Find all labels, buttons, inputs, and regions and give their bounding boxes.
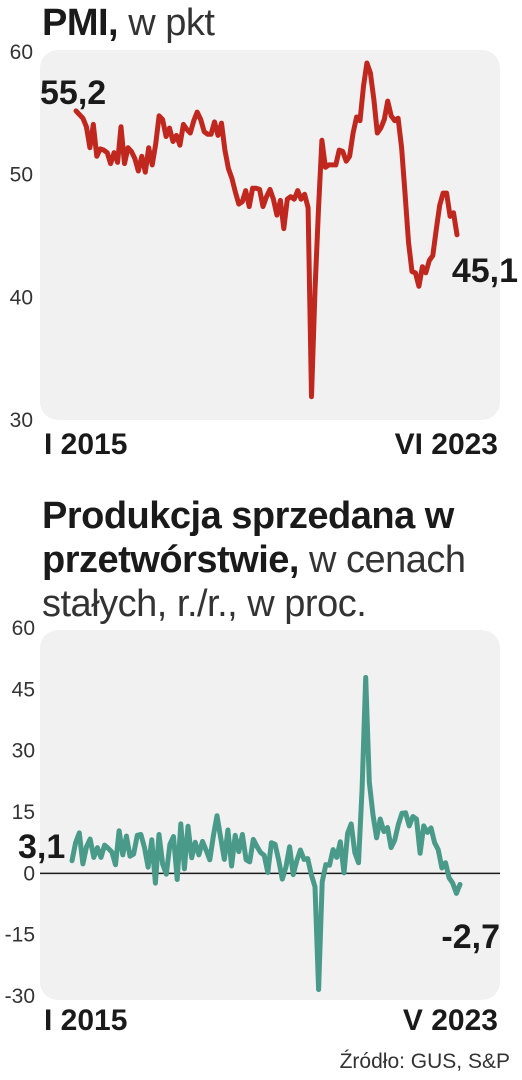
chart1-title: PMI, w pkt [42, 2, 215, 45]
pmi-x-end-label: VI 2023 [394, 428, 498, 461]
pmi-y-tick-label: 30 [10, 409, 33, 432]
production-y-tick-label: 60 [12, 617, 35, 640]
chart2-subtitle: w cenach stałych, r./r., w proc. [42, 539, 466, 625]
production-y-ticks: 60 45 30 15 0 -15 -30 [5, 617, 35, 1008]
pmi-x-start-label: I 2015 [44, 428, 128, 461]
production-y-tick-label: 30 [12, 740, 35, 763]
production-x-start-label: I 2015 [44, 1004, 128, 1037]
pmi-chart: 60 50 40 30 55,2 45,1 [10, 41, 518, 432]
production-y-tick-label: 15 [12, 801, 35, 824]
pmi-y-tick-label: 50 [10, 164, 33, 187]
chart1-subtitle: w pkt [128, 2, 215, 44]
pmi-y-ticks: 60 50 40 30 [10, 41, 33, 432]
source-note: Źródło: GUS, S&P [339, 1050, 510, 1073]
pmi-y-tick-label: 60 [10, 41, 33, 64]
production-plot-area [40, 630, 500, 1000]
production-series-line [69, 675, 463, 992]
pmi-end-value-label: 45,1 [452, 252, 518, 290]
production-start-value-label: 3,1 [18, 828, 65, 866]
pmi-y-tick-label: 40 [10, 286, 33, 309]
pmi-start-value-label: 55,2 [40, 74, 106, 112]
pmi-series-line [73, 60, 460, 400]
production-y-tick-label: -15 [5, 924, 35, 947]
production-end-value-label: -2,7 [441, 918, 500, 956]
production-x-end-label: V 2023 [402, 1004, 498, 1037]
production-y-tick-label: 45 [12, 678, 35, 701]
production-y-tick-label: -30 [5, 985, 35, 1008]
chart2-title: Produkcja sprzedana w przetwórstwie, w c… [42, 494, 522, 626]
production-y-tick-label: 0 [23, 862, 35, 885]
chart1-title-main: PMI, [42, 2, 119, 44]
chart2-title-main: Produkcja sprzedana w przetwórstwie, [42, 495, 454, 581]
production-chart: 60 45 30 15 0 -15 -30 3,1 -2,7 [5, 617, 500, 1008]
pmi-plot-area [40, 50, 500, 420]
